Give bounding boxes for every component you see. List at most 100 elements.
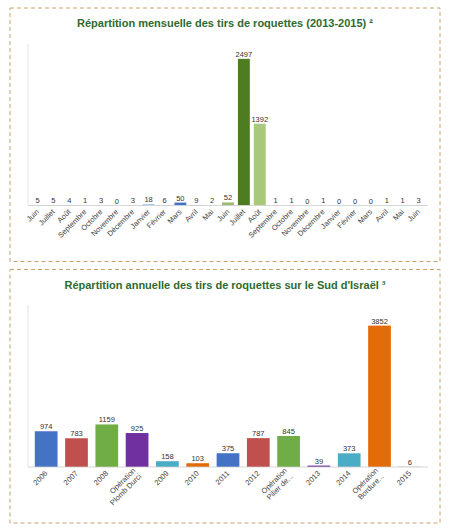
x-tick-label: Juin [406, 207, 422, 223]
x-tick-label-group: 2012 [243, 469, 261, 487]
bar [222, 202, 234, 205]
x-tick-label-line: Plomb Durci [108, 472, 143, 507]
data-label: 1 [385, 196, 389, 205]
bar [95, 424, 118, 467]
data-label: 3852 [371, 317, 388, 326]
data-label: 18 [144, 195, 152, 204]
x-tick-label-line: 2007 [62, 469, 80, 487]
x-tick-label-group: OpérationPilier de... [259, 466, 295, 502]
data-label: 6 [408, 458, 412, 467]
x-tick-label-line: Mars [165, 207, 183, 225]
data-label: 1 [289, 196, 293, 205]
bar [156, 461, 179, 467]
x-tick-label-group: 2010 [183, 469, 201, 487]
data-label: 50 [176, 194, 184, 203]
data-label: 1392 [251, 115, 268, 124]
x-tick-label-line: Juillet [227, 207, 248, 228]
x-tick-label: 2007 [62, 469, 80, 487]
x-tick-label-line: Mai [391, 207, 406, 222]
x-tick-label-line: 2010 [183, 469, 201, 487]
bar [174, 203, 186, 206]
bar [126, 433, 149, 467]
data-label: 0 [115, 197, 119, 206]
x-tick-label-group: 2011 [213, 469, 231, 487]
chart-title: Répartition mensuelle des tirs de roquet… [77, 17, 373, 29]
x-tick-label: Mars [165, 207, 183, 225]
x-tick-label-line: Juin [406, 207, 422, 223]
bar [217, 453, 240, 467]
x-tick-labels: JuinJuilletAoûtSeptembreOctobreNovembreD… [25, 207, 422, 240]
x-tick-label-group: 2014 [334, 469, 352, 487]
data-label: 3 [416, 196, 420, 205]
x-tick-label: Juillet [227, 207, 248, 228]
x-tick-label-line: Avril [373, 207, 390, 224]
data-label: 1159 [99, 415, 115, 424]
x-tick-label: 2012 [243, 469, 261, 487]
data-label: 39 [315, 457, 323, 466]
bar [368, 326, 391, 467]
data-label: 9 [194, 196, 198, 205]
x-tick-label: Mars [356, 207, 374, 225]
data-label: 0 [305, 197, 309, 206]
x-tick-label-group: Juin [406, 207, 422, 223]
x-tick-label-group: 2007 [62, 469, 80, 487]
x-tick-label-line: Mars [356, 207, 374, 225]
x-tick-label: Mai [200, 207, 215, 222]
x-tick-label-line: 2014 [334, 469, 352, 487]
data-label: 158 [161, 452, 174, 461]
data-label: 52 [224, 193, 232, 202]
x-tick-label: 2013 [304, 469, 322, 487]
x-tick-label: 2015 [395, 469, 413, 487]
x-tick-label-group: 2015 [395, 469, 413, 487]
data-labels: 5541303186509252249713921101000113 [35, 50, 420, 206]
panel-border [10, 270, 440, 524]
chart-panel: Répartition mensuelle des tirs de roquet… [10, 8, 440, 262]
data-label: 3 [99, 196, 103, 205]
x-axis-line [28, 205, 428, 206]
bar [277, 436, 300, 467]
data-label: 0 [369, 197, 373, 206]
y-axis-line [28, 44, 29, 206]
x-axis-line [28, 467, 428, 468]
x-tick-label-line: 2006 [31, 469, 49, 487]
x-tick-label: Mai [391, 207, 406, 222]
data-label: 2497 [236, 50, 253, 59]
data-label: 103 [191, 454, 204, 463]
x-tick-label-group: 2006 [31, 469, 49, 487]
x-tick-labels: 2006 2007 2008OpérationPlomb Durci 2009 2010… [31, 466, 413, 507]
x-tick-label-group: Mai [391, 207, 406, 222]
x-tick-label-line: 2008 [92, 469, 110, 487]
page: {"chart_data": [ {"type": "bar", "title"… [0, 0, 450, 531]
data-label: 1 [83, 196, 87, 205]
bar [238, 59, 250, 206]
x-tick-label: OpérationPilier de... [259, 466, 295, 502]
x-tick-label-group: 2008 [92, 469, 110, 487]
data-label: 3 [131, 196, 135, 205]
x-tick-label: Juillet [37, 207, 58, 228]
x-tick-label-group: Mars [356, 207, 374, 225]
x-tick-label-line: Bordure... [356, 472, 386, 502]
chart-canvas: Répartition mensuelle des tirs de roquet… [0, 0, 450, 531]
x-tick-label-line: 2011 [213, 469, 231, 487]
x-tick-label-group: Mai [200, 207, 215, 222]
x-tick-label-group: OpérationBordure... [350, 466, 385, 501]
data-label: 6 [162, 196, 166, 205]
data-label: 1 [401, 196, 405, 205]
x-tick-label-line: 2009 [153, 469, 171, 487]
bars [35, 326, 421, 467]
x-tick-label-line: 2012 [243, 469, 261, 487]
data-labels: 97478311599251581033757878453937338526 [40, 317, 412, 467]
data-label: 0 [337, 197, 341, 206]
x-tick-label-line: Mai [200, 207, 215, 222]
x-tick-label-line: 2013 [304, 469, 322, 487]
data-label: 375 [222, 444, 235, 453]
x-tick-label-group: Juillet [37, 207, 58, 228]
x-tick-label-line: Juillet [37, 207, 58, 228]
x-tick-label: 2010 [183, 469, 201, 487]
x-tick-label: OpérationPlomb Durci [102, 466, 143, 507]
data-label: 974 [40, 422, 53, 431]
x-tick-label-line: Pilier de... [265, 472, 295, 502]
x-tick-label: Avril [183, 207, 200, 224]
data-label: 4 [67, 196, 71, 205]
data-label: 1 [274, 196, 278, 205]
